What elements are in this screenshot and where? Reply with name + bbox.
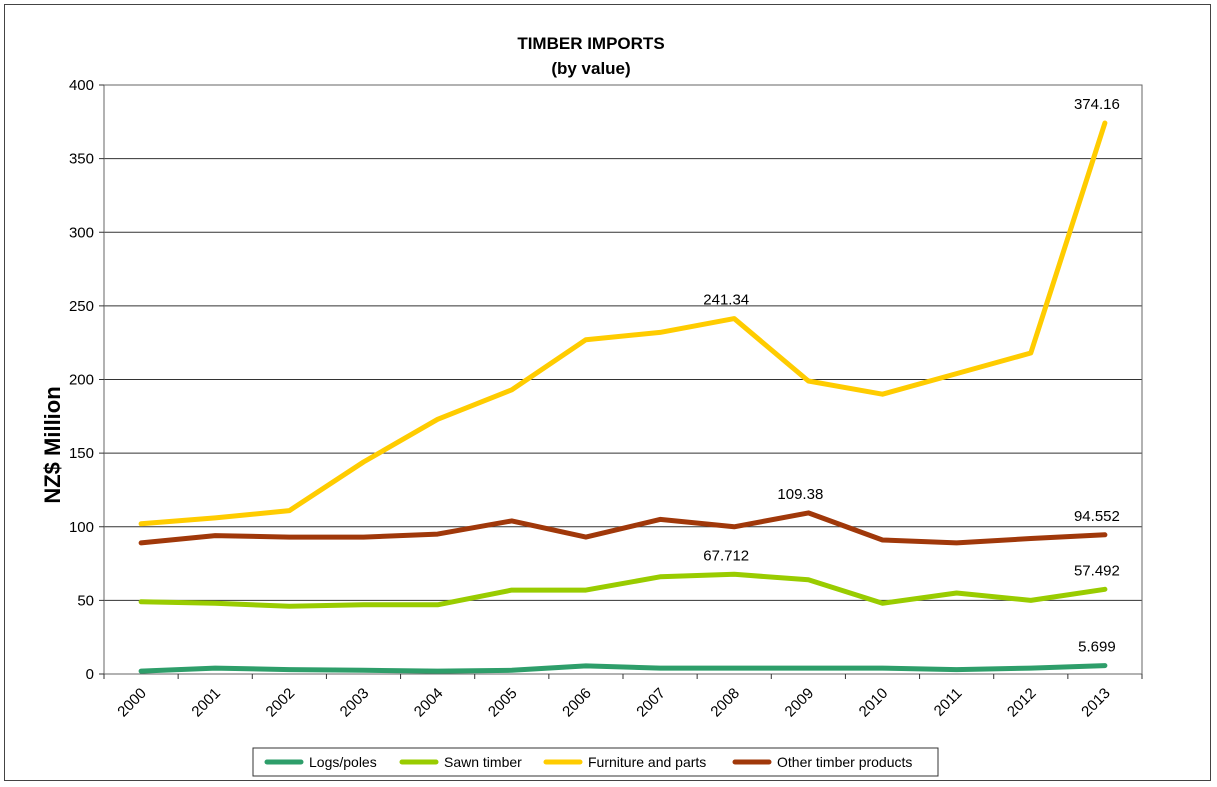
legend-label: Other timber products <box>777 754 912 770</box>
x-tick-label: 2002 <box>263 685 299 721</box>
x-tick-label: 2013 <box>1078 685 1114 721</box>
y-axis-label: NZ$ Million <box>40 386 65 503</box>
series-line-other-timber-products <box>138 510 1108 546</box>
x-tick-label: 2004 <box>411 685 447 721</box>
data-label: 241.34 <box>703 292 749 309</box>
x-tick-label: 2012 <box>1004 685 1040 721</box>
gridlines <box>104 158 1142 601</box>
legend-label: Furniture and parts <box>588 754 706 770</box>
legend: Logs/poles Sawn timber Furniture and parts… <box>252 747 939 777</box>
data-labels: 5.699 67.712 57.492 241.34 374.16 109.38 94.55… <box>703 96 1120 656</box>
legend-box <box>252 747 939 777</box>
y-tick-label: 250 <box>69 298 94 315</box>
y-tick-label: 100 <box>69 519 94 536</box>
x-tick-label: 2001 <box>188 685 224 721</box>
y-tick-label: 150 <box>69 445 94 462</box>
axes: 0 50 100 150 200 250 300 350 400 2000 2001 2002 2003… <box>69 77 1143 721</box>
y-tick-label: 300 <box>69 224 94 241</box>
data-label: 5.699 <box>1078 639 1116 656</box>
x-tick-label: 2006 <box>559 685 595 721</box>
data-label: 94.552 <box>1074 508 1120 525</box>
x-tick-label: 2003 <box>337 685 373 721</box>
x-tick-label: 2011 <box>931 685 966 720</box>
chart-title: TIMBER IMPORTS <box>517 34 664 53</box>
chart-subtitle: (by value) <box>551 59 630 78</box>
y-tick-label: 0 <box>86 666 94 683</box>
series-line-sawn-timber <box>138 571 1108 609</box>
x-tick-label: 2000 <box>114 685 150 721</box>
legend-label: Sawn timber <box>444 754 522 770</box>
x-tick-label: 2005 <box>485 685 521 721</box>
x-tick-label: 2010 <box>856 685 892 721</box>
series-lines <box>138 120 1108 674</box>
data-label: 57.492 <box>1074 562 1120 579</box>
x-tick-label: 2009 <box>782 685 818 721</box>
y-tick-label: 400 <box>69 77 94 94</box>
series-line-furniture-and-parts <box>138 120 1108 527</box>
legend-label: Logs/poles <box>309 754 377 770</box>
chart-frame <box>4 4 1211 781</box>
data-label: 109.38 <box>777 486 823 503</box>
y-tick-label: 350 <box>69 151 94 168</box>
y-tick-label: 50 <box>77 592 94 609</box>
series-line-logs-poles <box>138 663 1108 674</box>
x-tick-label: 2007 <box>633 685 669 721</box>
data-label: 374.16 <box>1074 96 1120 113</box>
y-tick-label: 200 <box>69 372 94 389</box>
x-tick-label: 2008 <box>707 685 743 721</box>
data-label: 67.712 <box>703 547 749 564</box>
